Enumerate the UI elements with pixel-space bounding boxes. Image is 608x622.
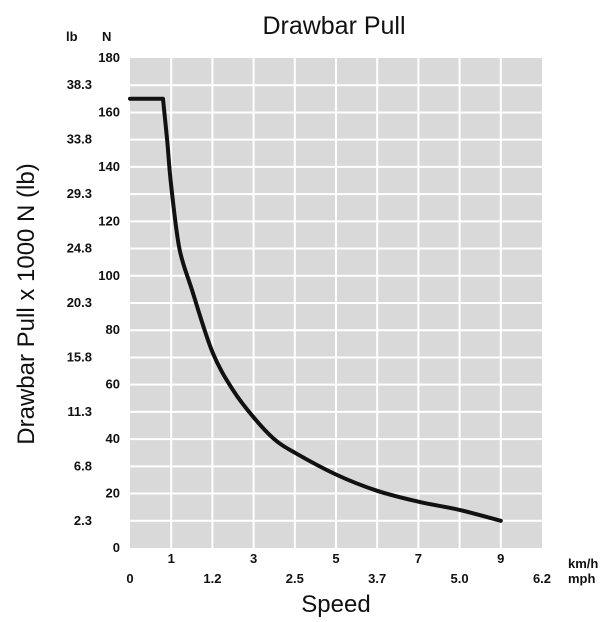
y-tick-lb-label: 15.8 — [67, 349, 92, 364]
x-tick-kmh-label: 7 — [415, 551, 422, 566]
series-layer — [128, 96, 503, 523]
x-tick-mph-label: 0 — [126, 571, 133, 586]
x-tick-mph-label: 5.0 — [451, 571, 469, 586]
y-tick-n-label: 0 — [113, 540, 120, 555]
x-unit-kmh-label: km/h — [568, 556, 598, 571]
x-tick-mph-label: 1.2 — [203, 571, 221, 586]
y-tick-n-label: 100 — [98, 268, 120, 283]
x-tick-kmh-label: 5 — [332, 551, 339, 566]
x-tick-kmh-label: 9 — [497, 551, 504, 566]
y-tick-lb-label: 2.3 — [74, 513, 92, 528]
y-ticks-n: 0 20 40 60 80 100 120 140 160 180 — [98, 50, 120, 555]
x-ticks-mph: 0 1.2 2.5 3.7 5.0 6.2 — [126, 571, 551, 586]
y-tick-n-label: 160 — [98, 104, 120, 119]
x-ticks-kmh: 1 3 5 7 9 — [168, 551, 505, 566]
y-tick-lb-label: 38.3 — [67, 77, 92, 92]
x-unit-mph-label: mph — [568, 571, 596, 586]
y-tick-n-label: 120 — [98, 213, 120, 228]
y-unit-n-label: N — [102, 29, 111, 44]
x-tick-kmh-label: 3 — [250, 551, 257, 566]
y-tick-n-label: 180 — [98, 50, 120, 65]
y-ticks-lb: 2.3 6.8 11.3 15.8 20.3 24.8 29.3 33.8 38.3 — [67, 77, 92, 528]
y-tick-n-label: 80 — [106, 322, 120, 337]
x-axis-title: Speed — [301, 591, 370, 618]
x-tick-mph-label: 2.5 — [286, 571, 304, 586]
y-tick-n-label: 60 — [106, 377, 120, 392]
y-tick-lb-label: 24.8 — [67, 241, 92, 256]
y-tick-n-label: 140 — [98, 159, 120, 174]
x-tick-mph-label: 6.2 — [533, 571, 551, 586]
y-tick-lb-label: 33.8 — [67, 132, 92, 147]
y-tick-lb-label: 11.3 — [67, 404, 92, 419]
x-tick-mph-label: 3.7 — [368, 571, 386, 586]
y-tick-n-label: 20 — [106, 486, 120, 501]
y-tick-lb-label: 20.3 — [67, 295, 92, 310]
x-tick-kmh-label: 1 — [168, 551, 175, 566]
y-tick-lb-label: 6.8 — [74, 458, 92, 473]
y-unit-lb-label: lb — [66, 29, 78, 44]
y-tick-lb-label: 29.3 — [67, 186, 92, 201]
drawbar-pull-curve — [128, 96, 503, 523]
y-axis-title: Drawbar Pull x 1000 N (lb) — [13, 163, 40, 444]
grid-lines — [130, 58, 542, 548]
y-tick-n-label: 40 — [106, 431, 120, 446]
chart-title: Drawbar Pull — [262, 12, 405, 40]
